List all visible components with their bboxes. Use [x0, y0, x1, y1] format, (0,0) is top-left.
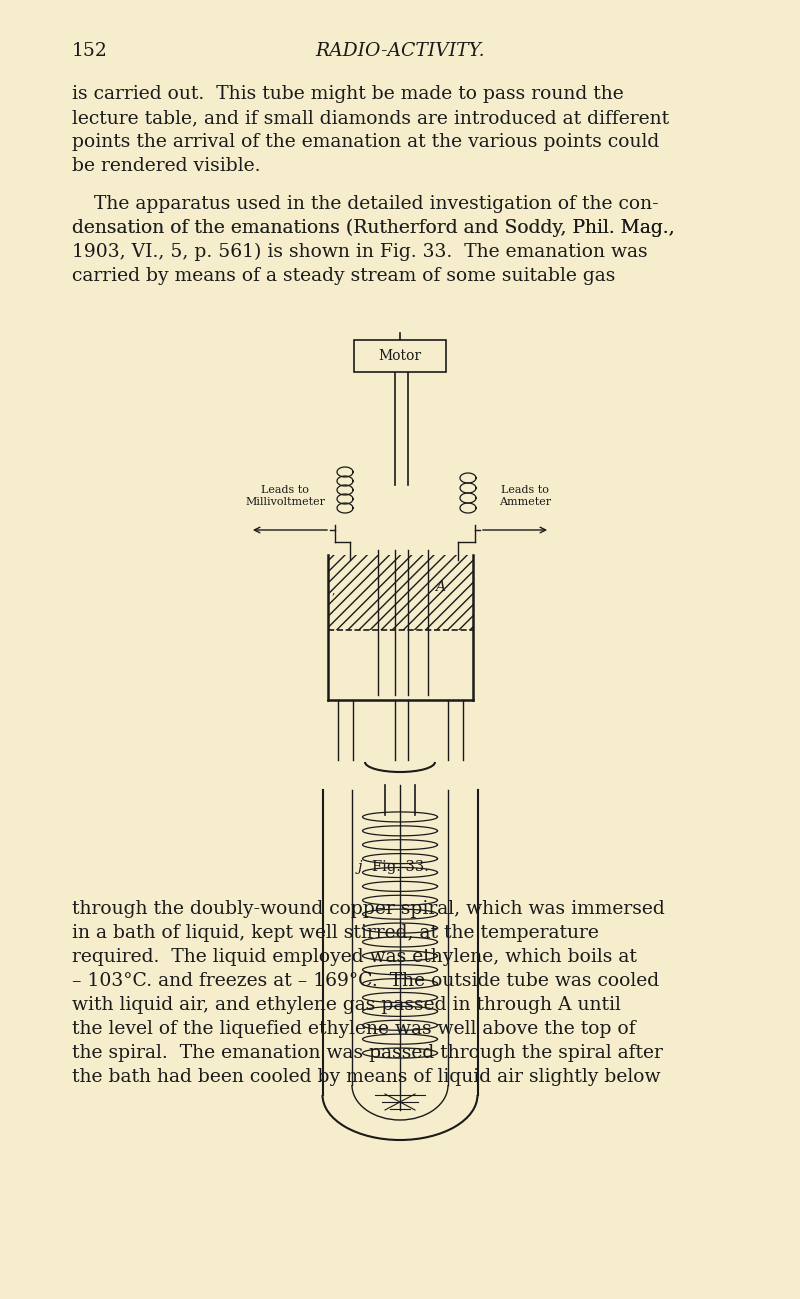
Text: j: j: [358, 860, 362, 874]
Text: required.  The liquid employed was ethylene, which boils at: required. The liquid employed was ethyle…: [72, 948, 637, 966]
Text: be rendered visible.: be rendered visible.: [72, 157, 261, 175]
Text: Fig. 33.: Fig. 33.: [371, 860, 429, 874]
Text: the bath had been cooled by means of liquid air slightly below: the bath had been cooled by means of liq…: [72, 1068, 661, 1086]
Text: ,: ,: [331, 585, 335, 595]
Text: the level of the liquefied ethylene was well above the top of: the level of the liquefied ethylene was …: [72, 1020, 636, 1038]
Text: carried by means of a steady stream of some suitable gas: carried by means of a steady stream of s…: [72, 268, 615, 284]
Text: the spiral.  The emanation was passed through the spiral after: the spiral. The emanation was passed thr…: [72, 1044, 663, 1063]
Text: RADIO-ACTIVITY.: RADIO-ACTIVITY.: [315, 42, 485, 60]
Text: 152: 152: [72, 42, 108, 60]
Text: Motor: Motor: [378, 349, 422, 362]
Text: Leads to
Millivoltmeter: Leads to Millivoltmeter: [245, 485, 325, 508]
Bar: [327, 555, 473, 630]
Text: – 103°C. and freezes at – 169°C.  The outside tube was cooled: – 103°C. and freezes at – 169°C. The out…: [72, 972, 659, 990]
Bar: [354, 340, 446, 372]
Text: densation of the emanations (Rutherford and Soddy, Phil. Mag.,: densation of the emanations (Rutherford …: [72, 220, 674, 238]
Text: Leads to
Ammeter: Leads to Ammeter: [499, 485, 551, 508]
Text: is carried out.  This tube might be made to pass round the: is carried out. This tube might be made …: [72, 84, 624, 103]
Text: 1903, VI., 5, p. 561) is shown in Fig. 33.  The emanation was: 1903, VI., 5, p. 561) is shown in Fig. 3…: [72, 243, 648, 261]
Text: with liquid air, and ethylene gas passed in through A until: with liquid air, and ethylene gas passed…: [72, 996, 621, 1015]
Text: in a bath of liquid, kept well stirred, at the temperature: in a bath of liquid, kept well stirred, …: [72, 924, 599, 942]
Text: lecture table, and if small diamonds are introduced at different: lecture table, and if small diamonds are…: [72, 109, 669, 127]
Text: through the doubly-wound copper spiral, which was immersed: through the doubly-wound copper spiral, …: [72, 900, 665, 918]
Text: densation of the emanations (Rutherford and Soddy,: densation of the emanations (Rutherford …: [72, 220, 705, 238]
Text: The apparatus used in the detailed investigation of the con-: The apparatus used in the detailed inves…: [94, 195, 658, 213]
Text: densation of the emanations (Rutherford and Soddy, Phil. Mag.,: densation of the emanations (Rutherford …: [72, 220, 674, 238]
Text: points the arrival of the emanation at the various points could: points the arrival of the emanation at t…: [72, 132, 659, 151]
Text: A: A: [435, 579, 445, 594]
